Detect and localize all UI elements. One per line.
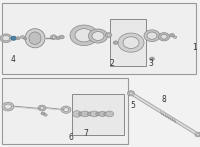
Circle shape	[16, 37, 20, 40]
Circle shape	[88, 29, 108, 43]
Circle shape	[78, 112, 84, 116]
Text: 6: 6	[69, 133, 73, 142]
Circle shape	[158, 33, 170, 41]
Text: 7: 7	[84, 129, 88, 138]
Circle shape	[0, 34, 12, 43]
Circle shape	[63, 108, 69, 112]
Circle shape	[104, 112, 109, 116]
Circle shape	[118, 33, 144, 52]
Circle shape	[99, 111, 106, 117]
Circle shape	[11, 36, 16, 40]
Circle shape	[113, 41, 118, 44]
Circle shape	[2, 36, 10, 41]
Circle shape	[75, 29, 93, 42]
Circle shape	[59, 35, 64, 39]
Circle shape	[56, 37, 60, 40]
Circle shape	[144, 30, 160, 42]
Circle shape	[147, 32, 157, 39]
FancyBboxPatch shape	[72, 94, 124, 135]
Circle shape	[40, 107, 44, 110]
Circle shape	[50, 35, 57, 40]
FancyBboxPatch shape	[2, 3, 196, 74]
Circle shape	[87, 112, 93, 116]
Circle shape	[52, 36, 55, 38]
Ellipse shape	[25, 29, 45, 48]
Circle shape	[127, 91, 135, 96]
Circle shape	[5, 104, 11, 109]
Circle shape	[81, 111, 89, 117]
Circle shape	[41, 112, 45, 115]
FancyBboxPatch shape	[110, 19, 146, 66]
Text: 5: 5	[131, 101, 135, 110]
Circle shape	[170, 34, 174, 37]
FancyBboxPatch shape	[2, 78, 128, 144]
Circle shape	[90, 111, 98, 117]
Text: 3: 3	[149, 59, 153, 69]
Text: 2: 2	[110, 59, 114, 69]
Circle shape	[195, 132, 200, 137]
Circle shape	[61, 106, 71, 113]
Text: 8: 8	[162, 95, 166, 105]
Text: 1: 1	[193, 42, 197, 52]
Circle shape	[107, 34, 110, 36]
Text: 4: 4	[11, 55, 15, 64]
Circle shape	[161, 34, 167, 39]
Circle shape	[123, 37, 139, 49]
Ellipse shape	[29, 32, 41, 45]
Circle shape	[106, 111, 114, 117]
Circle shape	[60, 36, 63, 38]
Circle shape	[150, 57, 154, 61]
Circle shape	[96, 112, 101, 116]
Circle shape	[2, 102, 14, 111]
Circle shape	[174, 36, 177, 38]
Circle shape	[44, 114, 47, 116]
Circle shape	[196, 133, 200, 136]
Circle shape	[129, 92, 133, 95]
Circle shape	[24, 37, 27, 40]
Circle shape	[105, 33, 112, 37]
Circle shape	[20, 36, 24, 39]
Circle shape	[70, 25, 98, 46]
Circle shape	[38, 105, 46, 111]
Circle shape	[92, 32, 104, 40]
Circle shape	[73, 111, 81, 117]
